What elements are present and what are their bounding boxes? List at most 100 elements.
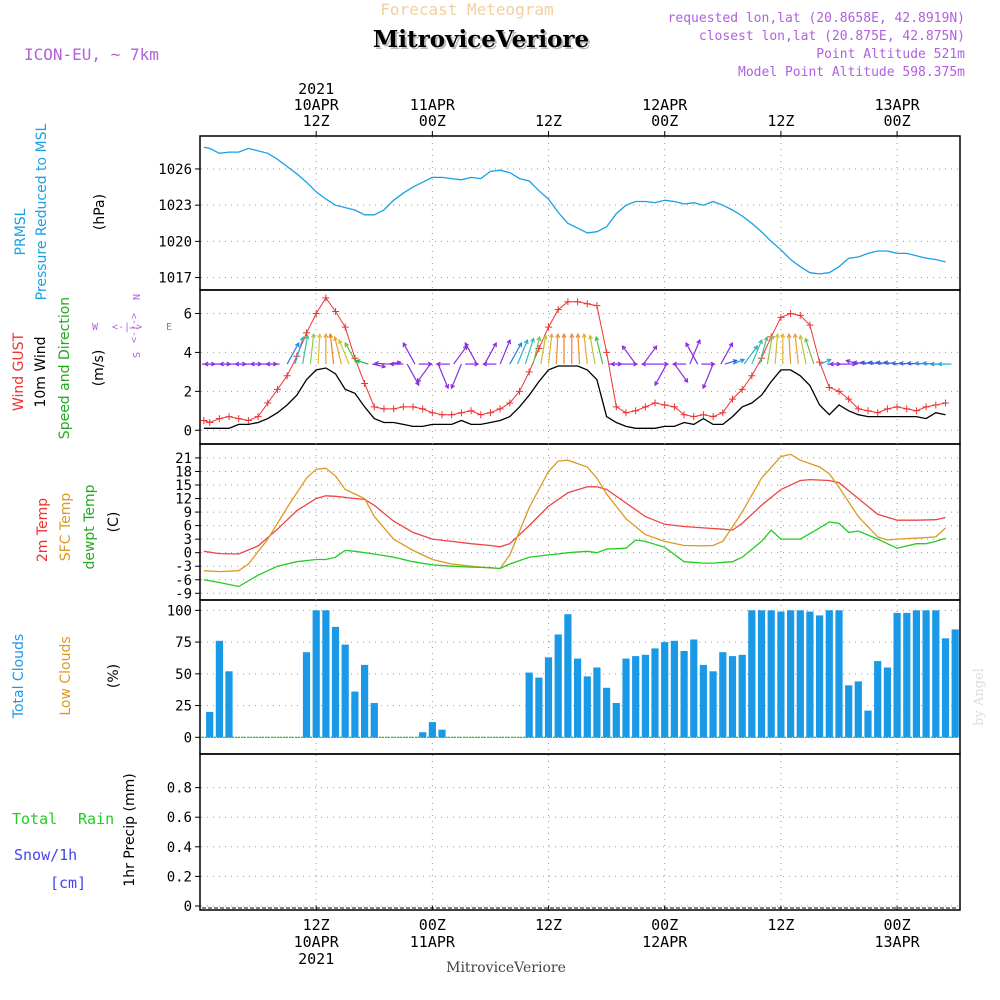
model-point-altitude: Model Point Altitude 598.375m	[738, 65, 965, 80]
y-tick-label: 12	[175, 492, 192, 508]
wind-gust-marker	[903, 405, 911, 413]
total-cloud-bar	[351, 691, 359, 738]
wind-direction-arrow	[402, 342, 416, 365]
wind-gust-marker	[428, 409, 436, 417]
pressure-plot	[203, 146, 946, 275]
wind-direction-arrowhead	[323, 332, 329, 338]
wind-direction-arrowhead	[828, 361, 834, 367]
wind-direction-arrowhead	[654, 381, 659, 387]
wind-direction-arrowhead	[506, 338, 512, 345]
total-cloud-bar	[903, 612, 911, 738]
y-tick-label: 21	[175, 451, 192, 467]
wind-gust-marker	[825, 383, 833, 391]
wind-direction-arrowhead	[203, 361, 209, 367]
total-clouds-label: Total Clouds	[11, 634, 27, 719]
total-cloud-bar	[603, 687, 611, 738]
wind-gust-marker	[419, 405, 427, 413]
top-tick-label: 12Z	[303, 112, 330, 130]
y-tick-label: 0.4	[167, 840, 192, 856]
wind-gust-marker	[467, 407, 475, 415]
bottom-tick-label: 12Z	[535, 916, 562, 934]
wind-direction-arrowhead	[338, 338, 343, 345]
wind-direction-arrowhead	[640, 361, 646, 367]
wind-gust-marker	[941, 399, 949, 407]
total-cloud-bar	[641, 654, 649, 738]
wind-direction-arrowhead	[304, 334, 310, 340]
wind-direction-arrowhead	[898, 360, 904, 366]
wind-direction-arrowhead	[728, 342, 733, 348]
bottom-tick-label: 00Z	[651, 916, 678, 934]
wind-gust-marker	[283, 372, 291, 380]
wind-direction-arrowhead	[732, 359, 738, 364]
pressure-labels: PRMSL Pressure Reduced to MSL (hPa)	[13, 123, 108, 300]
temp-dewpt-label: dewpt Temp	[82, 484, 98, 569]
wind-gust-marker	[893, 403, 901, 411]
y-tick-label: 0	[184, 546, 192, 562]
wind-direction-arrowhead	[780, 332, 786, 338]
wind-gust-marker	[932, 401, 940, 409]
wind-direction-arrowhead	[561, 332, 567, 338]
wind-direction-arrowhead	[536, 335, 542, 342]
wind-direction-arrow	[766, 335, 773, 365]
footer-location: MitroviceVeriore	[446, 960, 566, 976]
total-cloud-bar	[312, 610, 320, 738]
y-tick-label: 1017	[158, 271, 192, 287]
wind-gust-marker	[728, 395, 736, 403]
temp-2m-label: 2m Temp	[35, 498, 51, 562]
wind-gust-marker	[699, 411, 707, 419]
bottom-tick-label: 13APR	[874, 933, 920, 951]
wind-direction-arrow	[743, 345, 758, 365]
wind-plot	[200, 294, 952, 429]
total-cloud-bar	[719, 652, 727, 738]
top-tick-label: 12Z	[535, 112, 562, 130]
total-cloud-bar	[912, 610, 920, 738]
total-cloud-bar	[777, 611, 785, 738]
wind-direction-arrow	[654, 363, 668, 386]
total-cloud-bar	[864, 710, 872, 738]
precip-unit: 1hr Precip (mm)	[122, 773, 138, 886]
wind-direction-arrow	[294, 336, 304, 365]
bottom-tick-label: 00Z	[884, 916, 911, 934]
wind-direction-arrowhead	[906, 360, 912, 366]
total-cloud-bar	[699, 664, 707, 738]
wind-gust-marker	[332, 308, 340, 316]
compass-rose: W <-|-> E <-|-> N S	[92, 294, 172, 358]
temp-unit: (C)	[106, 512, 122, 533]
bottom-tick-label: 00Z	[419, 916, 446, 934]
wind-direction-arrow	[774, 334, 779, 365]
top-tick-label: 12APR	[642, 96, 688, 114]
compass-west: W	[92, 322, 99, 333]
total-cloud-bar	[854, 681, 862, 738]
wind-direction-arrowhead	[435, 361, 441, 367]
wind-gust-marker	[816, 358, 824, 366]
wind-direction-arrow	[338, 339, 350, 365]
y-tick-label: -6	[175, 573, 192, 589]
wind-direction-arrow	[453, 345, 468, 365]
wind-direction-arrowhead	[328, 332, 334, 339]
wind-direction-arrowhead	[549, 332, 554, 339]
total-cloud-bar	[341, 644, 349, 738]
wind-direction-arrow	[499, 339, 511, 365]
total-cloud-bar	[535, 677, 543, 738]
wind-gust-marker	[738, 385, 746, 393]
wind-direction-arrowhead	[299, 335, 305, 342]
total-cloud-bar	[951, 629, 959, 738]
total-cloud-bar	[302, 652, 311, 738]
total-cloud-bar	[331, 626, 340, 738]
wind-gust-marker	[854, 405, 862, 413]
wind-direction-arrow	[372, 363, 386, 368]
wind-gust-marker	[322, 294, 330, 302]
wind-gust-marker	[632, 407, 640, 415]
wind-direction-arrowhead	[685, 342, 690, 348]
wind-direction-arrow	[868, 361, 882, 365]
top-tick-label: 00Z	[419, 112, 446, 130]
wind-direction-arrowhead	[294, 342, 300, 348]
prmsl-label: PRMSL	[13, 208, 29, 255]
wind-gust-marker	[390, 405, 398, 413]
wind-direction-arrowhead	[555, 332, 561, 338]
wind-direction-arrowhead	[621, 345, 627, 351]
wind-direction-arrowhead	[402, 342, 408, 348]
total-cloud-bar	[690, 639, 698, 738]
location-title-front: MitroviceVeriore	[373, 26, 589, 53]
